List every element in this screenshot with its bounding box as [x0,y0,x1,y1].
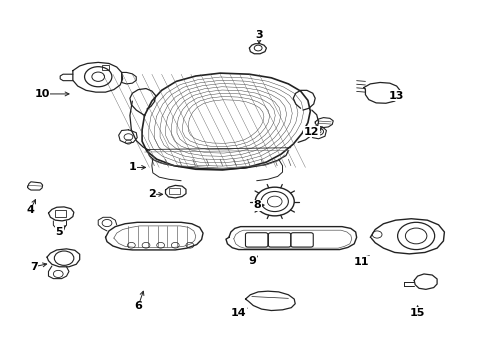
Text: 12: 12 [304,127,319,136]
Text: 9: 9 [248,256,256,266]
Bar [102,65,109,69]
Text: 2: 2 [148,189,155,199]
Text: 3: 3 [255,30,263,40]
Text: 6: 6 [134,301,142,311]
Bar [55,210,66,217]
Text: 14: 14 [230,308,246,318]
Text: 13: 13 [388,91,404,101]
Text: 7: 7 [30,262,38,272]
Text: 10: 10 [34,89,50,99]
Bar [168,188,179,194]
Text: 1: 1 [128,162,136,172]
Text: 8: 8 [253,200,261,210]
Text: 5: 5 [55,227,63,237]
Text: 4: 4 [26,206,34,216]
Text: 15: 15 [409,308,425,318]
Text: 11: 11 [353,257,368,267]
